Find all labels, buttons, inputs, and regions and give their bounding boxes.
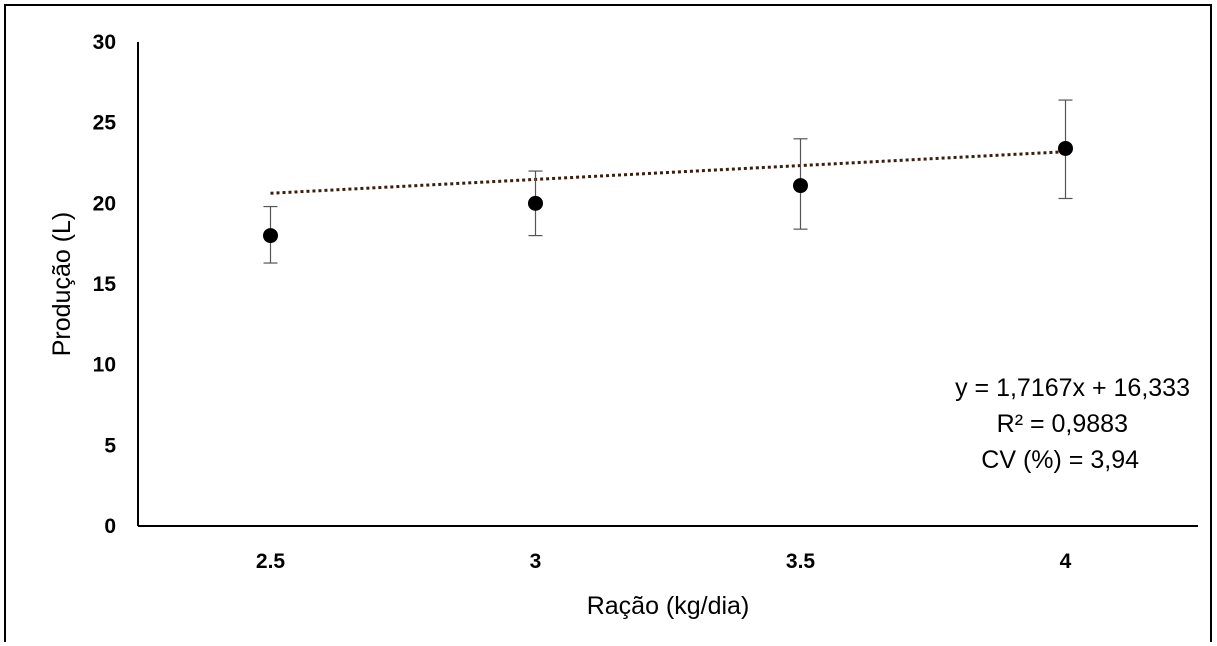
data-point	[528, 195, 543, 211]
x-tick-label: 3	[530, 550, 542, 573]
cv-annotation: CV (%) = 3,94	[981, 446, 1139, 474]
y-tick-label: 0	[104, 515, 116, 538]
error-bars	[263, 99, 1073, 264]
x-tick-label: 2.5	[256, 550, 286, 573]
trendline	[270, 150, 1066, 195]
data-point	[1058, 140, 1073, 156]
data-point	[263, 228, 278, 244]
y-tick-label: 20	[93, 192, 116, 215]
y-axis-title: Produção (L)	[48, 212, 76, 357]
y-tick-label: 5	[104, 434, 116, 457]
r-squared-annotation: R² = 0,9883	[997, 410, 1128, 438]
y-tick-label: 30	[93, 31, 116, 54]
y-tick-label: 10	[93, 354, 116, 377]
equation-annotation: y = 1,7167x + 16,333	[955, 374, 1190, 402]
x-tick-labels: 2.5 3 3.5 4	[256, 550, 1072, 573]
data-points	[263, 140, 1073, 244]
trendline-path	[270, 150, 1066, 195]
y-tick-labels: 0 5 10 15 20 25 30	[93, 31, 117, 538]
x-tick-label: 4	[1060, 550, 1072, 573]
chart-frame	[4, 4, 1212, 642]
y-tick-label: 15	[93, 273, 117, 296]
axes	[137, 42, 1198, 527]
data-point	[793, 178, 808, 194]
x-axis-title: Ração (kg/dia)	[587, 592, 750, 620]
y-tick-label: 25	[93, 112, 117, 135]
x-tick-label: 3.5	[786, 550, 816, 573]
